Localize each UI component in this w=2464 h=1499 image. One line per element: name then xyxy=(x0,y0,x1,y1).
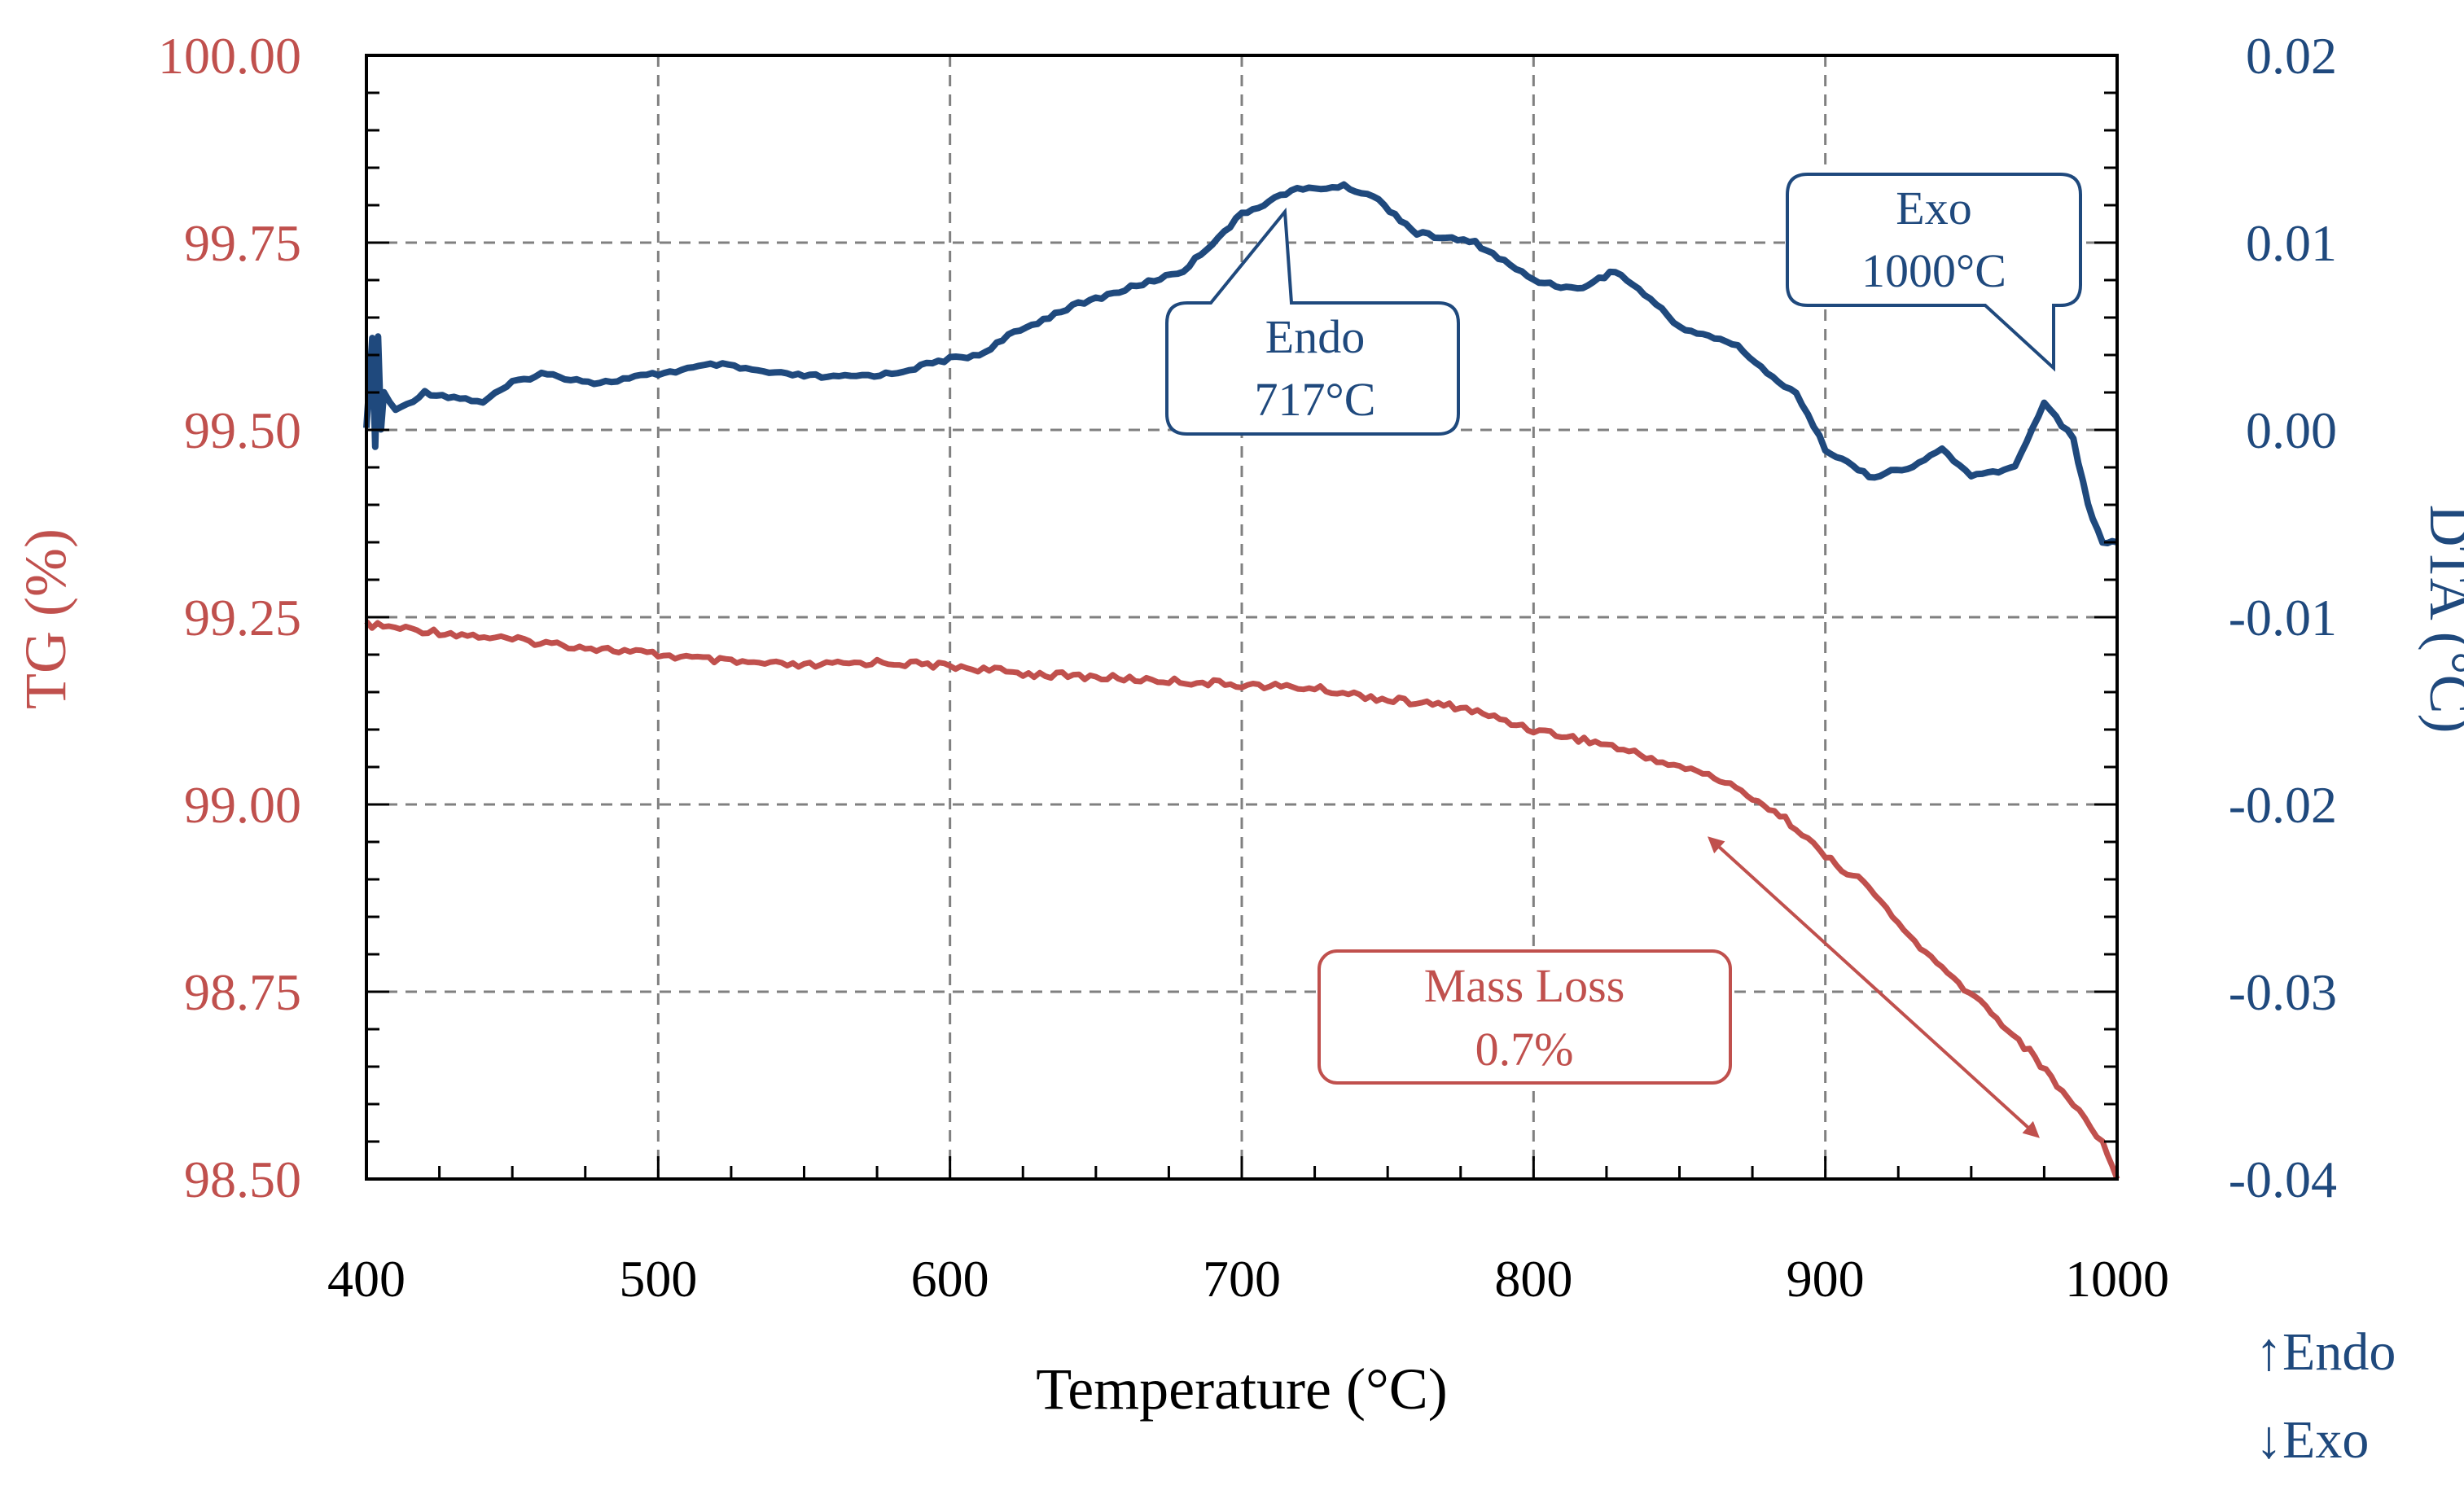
y-right-tick-label: -0.03 xyxy=(2229,963,2337,1021)
y-left-tick-label: 99.00 xyxy=(184,776,301,834)
y-left-tick-label: 99.75 xyxy=(184,214,301,272)
dta-series-line xyxy=(363,181,2118,546)
x-tick-label: 700 xyxy=(1203,1250,1281,1308)
y-left-tick-label: 98.75 xyxy=(184,963,301,1021)
y-left-tick-label: 99.25 xyxy=(184,589,301,646)
mass-loss-value: 0.7% xyxy=(1475,1023,1574,1076)
x-tick-label: 600 xyxy=(911,1250,989,1308)
exo-callout-box xyxy=(1786,173,2082,372)
y-right-tick-label: 0.00 xyxy=(2246,401,2337,459)
mass-loss-label: Mass Loss xyxy=(1424,959,1625,1012)
mass-loss-arrow xyxy=(1708,836,2040,1138)
x-tick-label: 900 xyxy=(1787,1250,1865,1308)
x-axis-title: Temperature (°C) xyxy=(1036,1357,1448,1422)
x-tick-label: 1000 xyxy=(2065,1250,2169,1308)
endo-callout: Endo 717°C xyxy=(1165,207,1460,436)
y-left-tick-label: 99.50 xyxy=(184,401,301,459)
endo-callout-box xyxy=(1165,207,1460,436)
x-tick-label: 400 xyxy=(327,1250,406,1308)
y-left-tick-label: 98.50 xyxy=(184,1151,301,1208)
exo-temp: 1000°C xyxy=(1861,244,2006,297)
y-right-tick-label: -0.04 xyxy=(2229,1151,2337,1208)
x-tick-label: 500 xyxy=(619,1250,697,1308)
x-tick-labels: 400 500 600 700 800 900 1000 xyxy=(327,1250,2169,1308)
y-right-tick-labels: 0.02 0.01 0.00 -0.01 -0.02 -0.03 -0.04 xyxy=(2229,27,2337,1208)
y-right-axis-title: DTA (°C) xyxy=(2418,504,2464,733)
y-right-tick-label: 0.02 xyxy=(2246,27,2337,85)
endo-temp: 717°C xyxy=(1255,373,1376,426)
y-right-tick-label: -0.01 xyxy=(2229,589,2337,646)
endo-label: Endo xyxy=(1265,310,1365,363)
exo-label: Exo xyxy=(1896,182,1971,234)
y-left-tick-labels: 100.00 99.75 99.50 99.25 99.00 98.75 98.50 xyxy=(158,27,301,1208)
y-right-tick-label: -0.02 xyxy=(2229,776,2337,834)
legend-endo: ↑Endo xyxy=(2256,1322,2396,1382)
y-left-tick-label: 100.00 xyxy=(158,27,301,85)
exo-callout: Exo 1000°C xyxy=(1786,173,2082,372)
y-left-axis-title: TG (%) xyxy=(13,528,78,709)
minor-ticks xyxy=(366,91,2117,1179)
legend-exo: ↓Exo xyxy=(2256,1410,2369,1470)
x-tick-label: 800 xyxy=(1494,1250,1572,1308)
mass-loss-callout: Mass Loss 0.7% xyxy=(1317,836,2040,1138)
y-right-tick-label: 0.01 xyxy=(2246,214,2337,272)
